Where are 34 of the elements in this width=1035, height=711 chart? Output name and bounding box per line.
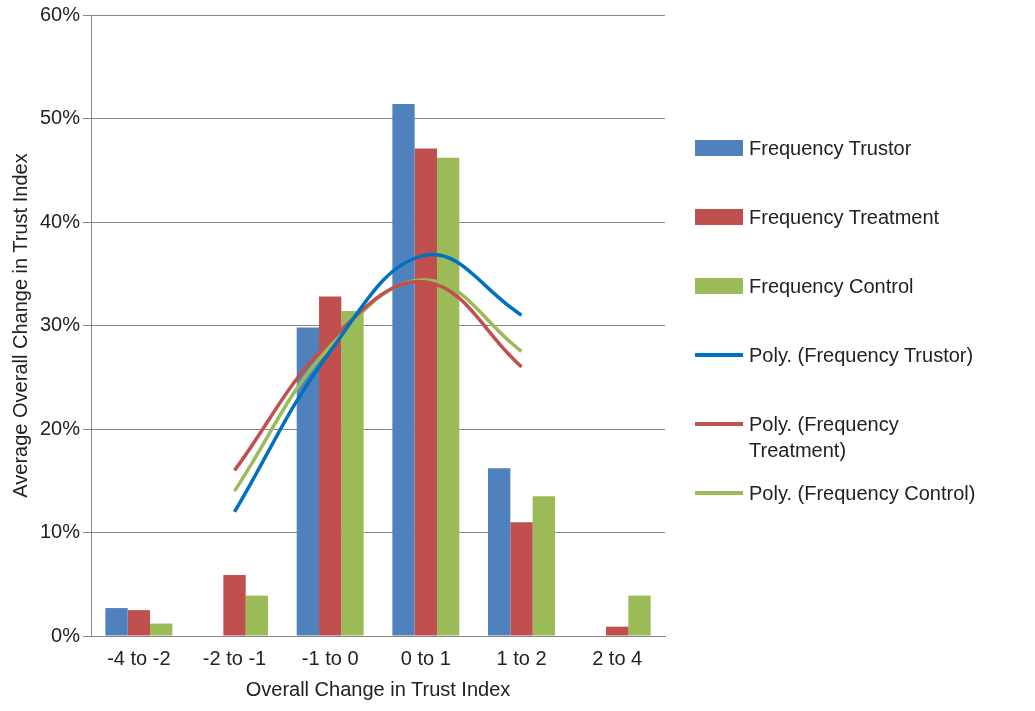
bar bbox=[532, 496, 555, 636]
line-series bbox=[232, 252, 524, 514]
y-tick-label: 20% bbox=[40, 416, 81, 439]
x-tick-label: -2 to -1 bbox=[202, 646, 267, 669]
y-tick-label: 60% bbox=[40, 2, 81, 25]
y-tick-label: 10% bbox=[40, 520, 81, 543]
legend-label: Poly. (Frequency Trustor) bbox=[749, 343, 974, 368]
bar bbox=[245, 595, 268, 636]
bar bbox=[223, 574, 246, 636]
legend-label: Frequency Control bbox=[749, 274, 914, 299]
bar bbox=[606, 626, 629, 636]
x-axis-title: Overall Change in Trust Index bbox=[245, 677, 511, 700]
legend-label: Poly. (Frequency Control) bbox=[749, 481, 976, 506]
bar bbox=[488, 468, 511, 636]
x-tick-label: -4 to -2 bbox=[107, 646, 171, 669]
bar bbox=[628, 595, 651, 636]
legend-label: Poly. (Frequency Treatment) bbox=[749, 412, 900, 463]
y-tick-label: 0% bbox=[51, 623, 81, 646]
bar bbox=[510, 522, 533, 636]
x-tick-label: -1 to 0 bbox=[301, 646, 359, 669]
legend-label: Frequency Treatment bbox=[749, 205, 940, 230]
x-tick-label: 1 to 2 bbox=[496, 646, 547, 669]
bar bbox=[105, 608, 128, 636]
x-tick-label: 0 to 1 bbox=[400, 646, 451, 669]
bar bbox=[392, 104, 415, 636]
bar bbox=[296, 327, 320, 636]
y-tick-label: 50% bbox=[40, 106, 81, 129]
bar bbox=[127, 610, 151, 636]
x-tick-label: 2 to 4 bbox=[592, 646, 643, 669]
y-axis-title: Average Overall Change in Trust Index bbox=[8, 153, 31, 498]
y-tick-label: 40% bbox=[40, 209, 81, 232]
y-tick-label: 30% bbox=[40, 313, 81, 336]
legend-label: Frequency Trustor bbox=[749, 136, 912, 161]
bar bbox=[150, 623, 173, 636]
